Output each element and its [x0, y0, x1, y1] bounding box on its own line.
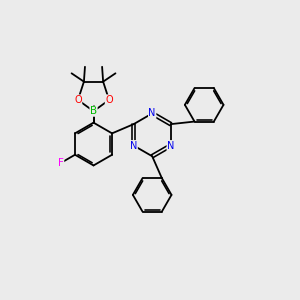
Text: F: F	[58, 158, 64, 168]
Text: O: O	[74, 95, 82, 105]
Text: O: O	[105, 95, 113, 105]
Text: B: B	[90, 106, 97, 116]
Text: N: N	[148, 108, 156, 118]
Text: N: N	[130, 140, 137, 151]
Text: N: N	[167, 140, 174, 151]
